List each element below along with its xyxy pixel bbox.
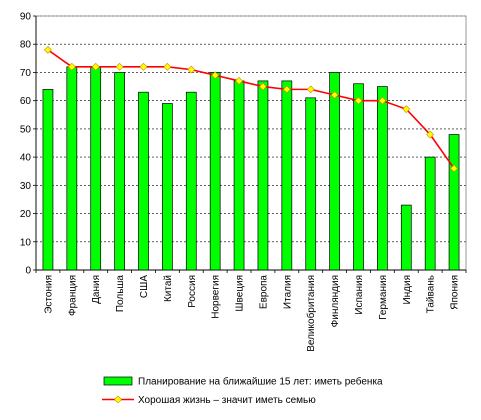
axis-layer: 0 10 20 30 40 50 60 70 80 90 <box>20 12 467 277</box>
bar <box>209 72 221 271</box>
y-tick-label: 40 <box>20 153 32 164</box>
bar <box>42 89 54 271</box>
bar <box>66 66 78 271</box>
line-point <box>354 96 363 105</box>
bar <box>185 91 197 271</box>
legend-line-label: Хорошая жизнь – значит иметь семью <box>138 395 316 406</box>
x-tick-label: Индия <box>402 275 413 305</box>
legend-bar-swatch <box>103 376 133 386</box>
x-tick-label: Европа <box>258 275 269 310</box>
x-tick-label: Великобритания <box>305 275 317 352</box>
x-tick-label: Дания <box>91 275 102 304</box>
line-point <box>91 62 100 71</box>
line-point <box>44 45 52 54</box>
x-tick-label: Польша <box>115 275 126 313</box>
line-layer <box>44 45 458 173</box>
line-point <box>211 71 220 80</box>
line-point <box>378 96 387 105</box>
x-tick-label: Франция <box>67 275 78 316</box>
y-tick-label: 0 <box>25 266 31 277</box>
bar <box>424 156 436 271</box>
legend: Планирование на ближайшие 15 лет: иметь … <box>102 376 383 406</box>
x-tick-label: Эстония <box>43 275 54 314</box>
bar <box>281 80 293 271</box>
line-point <box>259 82 267 91</box>
line-point <box>426 130 435 139</box>
y-tick-label: 60 <box>20 96 32 107</box>
x-tick-label: США <box>139 275 150 298</box>
y-tick-label: 10 <box>20 237 32 248</box>
y-tick-label: 80 <box>20 40 32 51</box>
bar <box>90 66 102 271</box>
bar <box>353 83 364 271</box>
bar <box>400 204 412 271</box>
bar <box>162 103 173 271</box>
bar <box>257 80 269 271</box>
bar <box>377 86 388 271</box>
line-point <box>235 76 243 85</box>
line-point <box>450 164 458 173</box>
legend-bar-label: Планирование на ближайшие 15 лет: иметь … <box>138 376 383 388</box>
line-point <box>187 65 196 74</box>
y-tick-label: 20 <box>20 209 32 220</box>
bar-layer <box>42 66 460 271</box>
bar <box>448 134 460 271</box>
x-tick-label: Италия <box>282 275 293 309</box>
y-tick-label: 30 <box>20 181 32 192</box>
bar <box>233 80 245 271</box>
x-tick-label: Норвегия <box>211 275 222 319</box>
line-point <box>67 62 76 71</box>
line-point <box>115 62 124 71</box>
x-tick-label: Швеция <box>235 275 246 312</box>
x-tick-label: Китай <box>163 275 174 302</box>
line-point <box>402 105 411 114</box>
bar <box>138 91 149 271</box>
x-tick-label: Финляндия <box>330 275 341 327</box>
x-tick-label: Россия <box>187 275 198 308</box>
y-tick-label: 50 <box>20 124 32 135</box>
bar <box>114 72 125 271</box>
series-line <box>47 49 455 169</box>
y-tick-label: 70 <box>20 68 32 79</box>
x-tick-label: Германия <box>378 275 389 320</box>
legend-line-marker <box>114 395 122 404</box>
x-tick-label: Япония <box>450 275 461 310</box>
bar <box>329 72 340 271</box>
x-tick-label: Тайвань <box>426 275 437 313</box>
line-point <box>163 62 172 71</box>
line-point <box>282 85 291 94</box>
line-point <box>139 62 148 71</box>
y-tick-label: 90 <box>20 12 32 23</box>
line-point <box>306 85 315 94</box>
line-point <box>330 91 339 99</box>
x-tick-label: Испания <box>354 275 365 315</box>
bar <box>305 97 317 271</box>
label-layer: Эстония Франция Дания Польша США Китай Россия Н… <box>43 275 460 352</box>
